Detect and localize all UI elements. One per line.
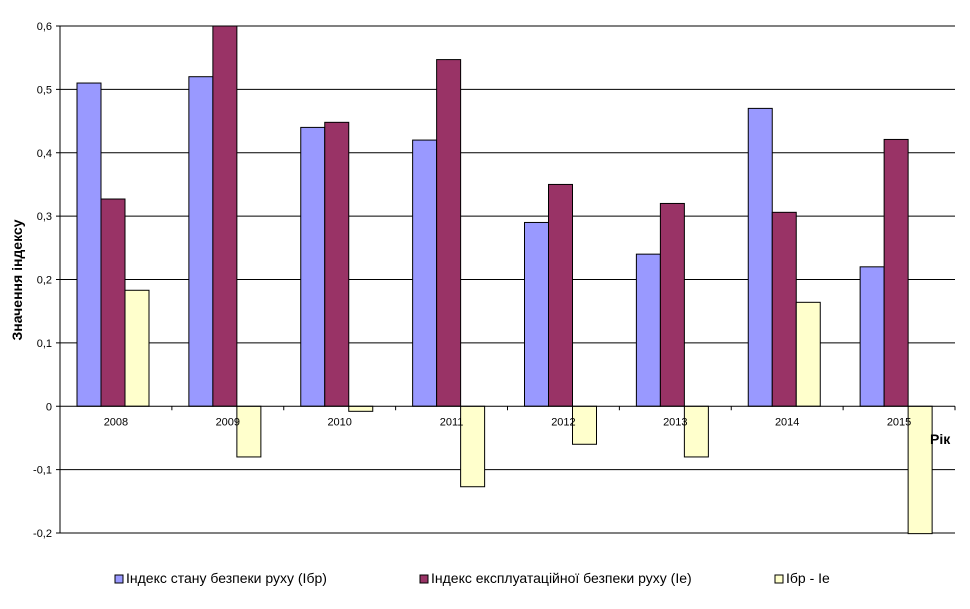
legend-swatch — [774, 574, 784, 584]
bar-series-1-2014 — [747, 107, 773, 407]
bar-series-2-2009 — [212, 25, 238, 407]
bar-series-3-2008 — [124, 289, 150, 407]
x-tick-label: 2012 — [551, 416, 575, 428]
y-tick-label: 0,3 — [37, 211, 52, 223]
legend-swatch — [419, 574, 429, 584]
bar-series-1-2010 — [300, 126, 326, 407]
bar-series-2-2013 — [659, 202, 685, 407]
legend: Індекс стану безпеки руху (Ібр) Індекс ек… — [114, 570, 830, 586]
bar-series-3-2012 — [572, 405, 597, 445]
y-axis-title: Значення індексу — [9, 219, 25, 340]
bar-series-3-2013 — [683, 405, 709, 458]
x-tick-label: 2008 — [104, 416, 128, 428]
y-tick-label: 0,1 — [37, 338, 52, 350]
bar-series-1-2013 — [635, 253, 661, 407]
x-tick-label: 2015 — [887, 416, 911, 428]
x-tick-label: 2014 — [775, 416, 799, 428]
x-tick-label: 2009 — [216, 416, 240, 428]
legend-item-1: Індекс стану безпеки руху (Ібр) — [114, 570, 327, 586]
x-tick-label: 2011 — [440, 416, 464, 428]
y-tick-label: 0 — [46, 401, 52, 413]
bar-series-2-2010 — [324, 121, 350, 407]
y-tick-label: 0,5 — [37, 84, 52, 96]
bar-series-2-2012 — [548, 183, 573, 407]
legend-swatch — [114, 574, 124, 584]
bar-series-3-2015 — [907, 405, 933, 535]
legend-label: Індекс експлуатаційної безпеки руху (Іе) — [431, 570, 692, 586]
legend-label: Ібр - Іе — [786, 570, 830, 586]
y-tick-label: -0,2 — [33, 528, 52, 540]
y-tick-label: 0,6 — [37, 21, 52, 33]
bar-series-2-2015 — [883, 138, 909, 407]
legend-item-2: Індекс експлуатаційної безпеки руху (Іе) — [419, 570, 692, 586]
bar-series-1-2012 — [524, 221, 549, 407]
x-tick-label: 2010 — [327, 416, 351, 428]
x-tick-label: 2013 — [663, 416, 687, 428]
bar-series-1-2008 — [76, 82, 102, 407]
legend-label: Індекс стану безпеки руху (Ібр) — [126, 570, 327, 586]
axes: 0,6 0,5 0,4 0,3 0,2 0,1 0 -0,1 -0,2 2008 2009 2010 2… — [33, 21, 956, 540]
bar-series-1-2015 — [859, 266, 885, 407]
bar-series-2-2014 — [771, 211, 797, 407]
bar-series-2-2008 — [100, 198, 126, 407]
bar-series-2-2011 — [436, 59, 462, 407]
bar-series-3-2009 — [236, 405, 262, 458]
y-tick-label: -0,1 — [33, 465, 52, 477]
bar-series-1-2011 — [412, 139, 438, 407]
x-axis-title: Рік — [930, 431, 951, 447]
y-tick-label: 0,4 — [37, 148, 52, 160]
y-tick-label: 0,2 — [37, 275, 52, 287]
bars — [76, 25, 933, 535]
bar-series-3-2011 — [460, 405, 486, 488]
legend-item-3: Ібр - Іе — [774, 570, 830, 586]
bar-series-1-2009 — [188, 76, 214, 407]
bar-series-3-2014 — [795, 301, 821, 407]
bar-series-3-2010 — [348, 405, 374, 412]
